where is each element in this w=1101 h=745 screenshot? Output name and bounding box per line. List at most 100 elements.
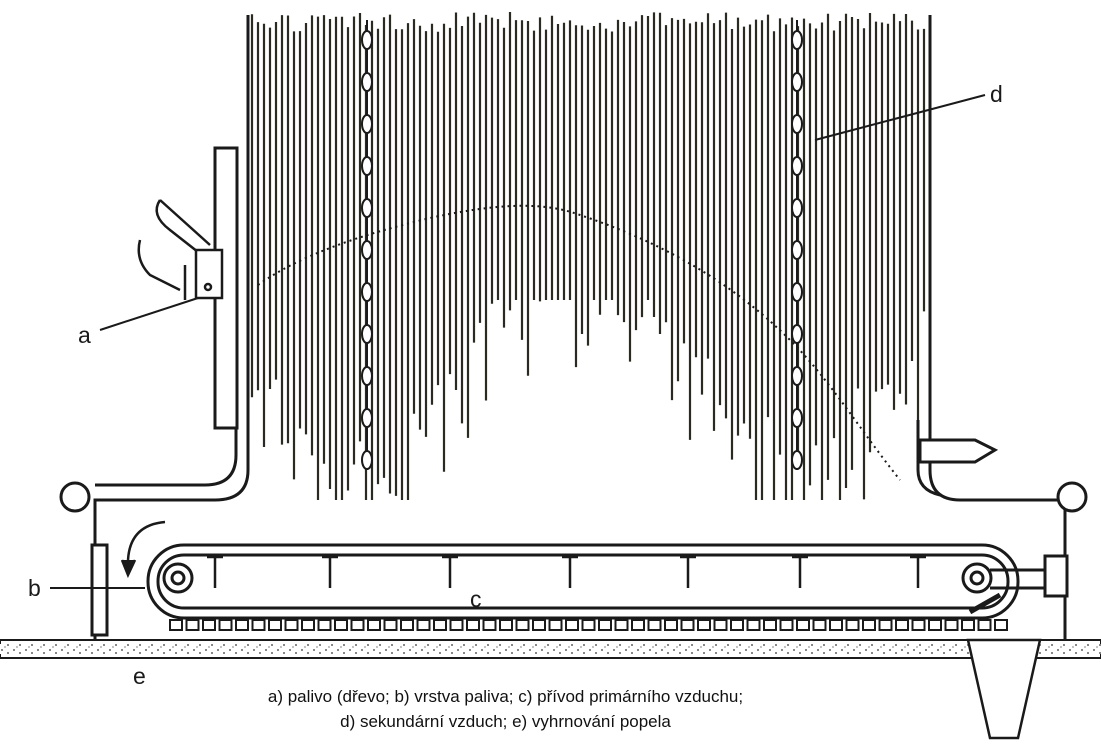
grate-link — [895, 619, 909, 631]
air-supply-bar — [562, 555, 578, 588]
fuel-bed-outline — [257, 204, 901, 481]
grate-link — [185, 619, 200, 631]
nozzle — [361, 198, 373, 218]
grate-link — [845, 619, 860, 631]
air-supply-bar — [442, 555, 458, 588]
label-b: b — [28, 575, 41, 601]
grate-link — [416, 619, 431, 631]
air-supply-bar — [910, 555, 926, 588]
label-a: a — [78, 322, 91, 348]
grate-link — [664, 619, 678, 631]
nozzle — [361, 366, 373, 386]
leader-line — [50, 94, 986, 589]
grate-link — [284, 619, 299, 631]
grate-link — [383, 619, 398, 631]
grate-link — [994, 619, 1008, 631]
secondary-air-nozzle-chain — [361, 20, 803, 470]
grate-link — [862, 619, 876, 631]
air-supply-bar — [207, 555, 223, 588]
grate-link — [928, 619, 942, 631]
grate-link — [829, 619, 843, 631]
grate-link — [614, 619, 629, 631]
grate-link — [169, 619, 183, 631]
flow-arrow — [120, 520, 1002, 615]
grate-link — [202, 619, 216, 631]
water-tube-wall — [250, 12, 926, 500]
grate-link — [515, 619, 530, 631]
grate-link — [779, 619, 794, 631]
grate-link — [218, 619, 233, 631]
nozzle — [361, 114, 373, 134]
nozzle — [361, 30, 373, 50]
grate-link — [961, 619, 975, 631]
grate-link — [499, 619, 513, 631]
grate-link — [746, 619, 761, 631]
ash-hopper — [966, 638, 1042, 740]
grate-link — [631, 619, 645, 631]
nozzle — [791, 198, 803, 218]
floor — [0, 639, 1101, 659]
grate-link — [713, 619, 728, 631]
grate-link — [235, 619, 249, 631]
grate-links — [169, 619, 1008, 631]
grate-link — [812, 619, 827, 631]
grate-link — [796, 619, 810, 631]
grate-link — [878, 619, 893, 631]
grate-link — [697, 619, 711, 631]
label-d: d — [990, 81, 1003, 107]
nozzle — [791, 240, 803, 260]
label-c: c — [470, 586, 482, 612]
right-furnace-wall — [916, 15, 1067, 640]
grate-link — [449, 619, 464, 631]
nozzle — [791, 72, 803, 92]
grate-link — [334, 619, 348, 631]
air-supply-bar — [680, 555, 696, 588]
nozzle — [791, 114, 803, 134]
grate-link — [251, 619, 266, 631]
nozzle — [361, 324, 373, 344]
nozzle — [791, 450, 803, 470]
grate-link — [730, 619, 744, 631]
nozzle — [361, 240, 373, 260]
nozzle — [361, 156, 373, 176]
grate-link — [565, 619, 579, 631]
grate-link — [763, 619, 777, 631]
nozzle — [361, 72, 373, 92]
grate-link — [433, 619, 447, 631]
air-supply-bar — [322, 555, 338, 588]
primary-air-supply-bars — [207, 555, 926, 588]
nozzle — [791, 156, 803, 176]
fuel-feeder — [137, 199, 224, 300]
grate-link — [944, 619, 959, 631]
grate-link — [680, 619, 695, 631]
nozzle — [361, 282, 373, 302]
air-supply-bar — [792, 555, 808, 588]
header-ball — [59, 481, 1088, 513]
grate-link — [581, 619, 596, 631]
grate-link — [317, 619, 332, 631]
grate-link — [548, 619, 563, 631]
grate-link — [268, 619, 282, 631]
grate-link — [350, 619, 365, 631]
label-e: e — [133, 663, 146, 689]
caption-line-1: a) palivo (dřevo; b) vrstva paliva; c) p… — [267, 687, 744, 706]
grate-link — [482, 619, 497, 631]
grate-link — [400, 619, 414, 631]
grate-link — [301, 619, 315, 631]
grate-link — [911, 619, 926, 631]
nozzle — [791, 408, 803, 428]
nozzle — [791, 366, 803, 386]
nozzle — [361, 408, 373, 428]
grate-link — [647, 619, 662, 631]
travelling-grate — [90, 543, 1069, 637]
grate-link — [598, 619, 612, 631]
grate-link — [977, 619, 992, 631]
nozzle — [791, 30, 803, 50]
grate-link — [367, 619, 381, 631]
left-furnace-wall — [93, 15, 250, 640]
nozzle — [791, 324, 803, 344]
grate-link — [532, 619, 546, 631]
caption-line-2: d) sekundární vzduch; e) vyhrnování pope… — [340, 712, 671, 731]
nozzle — [361, 450, 373, 470]
